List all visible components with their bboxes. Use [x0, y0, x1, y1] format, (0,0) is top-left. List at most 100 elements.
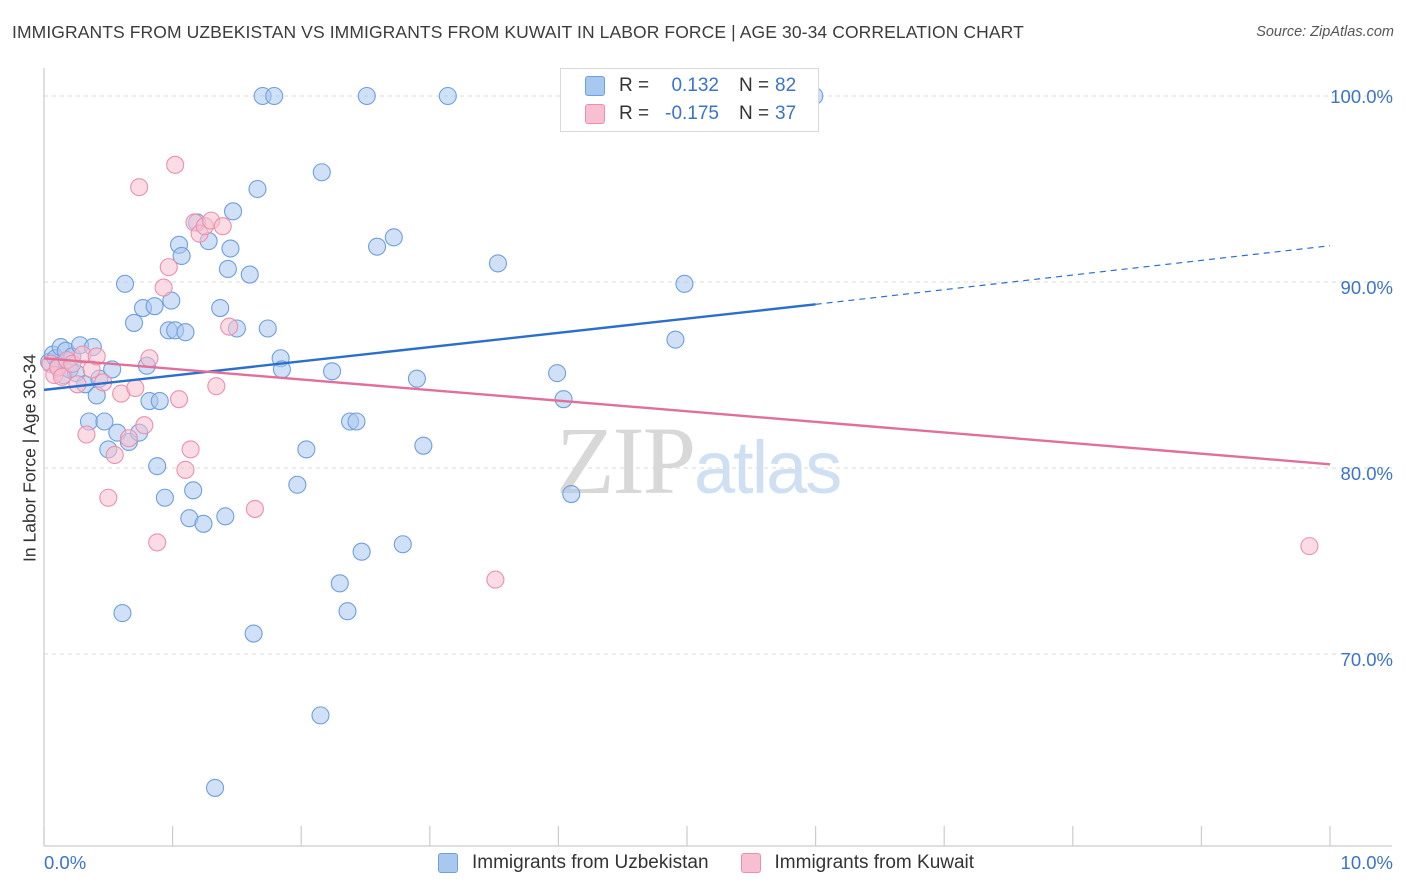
uzbekistan-trend-extension	[815, 245, 1331, 305]
correlation-legend: R = 0.132 N = 82 R = -0.175 N = 37	[560, 68, 819, 132]
kuwait-point	[1300, 537, 1319, 556]
uzbekistan-swatch	[585, 76, 605, 96]
uzbekistan-point	[115, 274, 135, 293]
uzbekistan-point	[258, 319, 277, 338]
y-axis-label: In Labor Force | Age 30-34	[19, 354, 40, 562]
uzbekistan-point	[288, 475, 307, 494]
kuwait-point	[119, 429, 138, 448]
uzbekistan-point	[352, 542, 371, 561]
uzbekistan-point	[347, 412, 366, 431]
kuwait-point	[148, 533, 167, 552]
uzbekistan-point	[368, 237, 387, 256]
kuwait-point	[126, 378, 145, 398]
uzbekistan-point	[150, 391, 169, 411]
r-label: R =	[619, 75, 650, 96]
uzbekistan-point	[338, 602, 357, 621]
kuwait-point	[181, 440, 200, 459]
uzbekistan-point	[554, 390, 573, 409]
uzbekistan-point	[330, 574, 349, 593]
kuwait-point	[140, 349, 159, 368]
kuwait-point	[105, 445, 124, 465]
uzbekistan-point	[675, 274, 694, 293]
kuwait-point	[245, 499, 264, 518]
kuwait-point	[169, 390, 189, 409]
uzbekistan-point	[113, 604, 132, 623]
kuwait-point	[77, 425, 96, 444]
kuwait-point	[220, 317, 239, 336]
legend-label: Immigrants from Uzbekistan	[472, 852, 709, 873]
uzbekistan-point	[488, 254, 508, 273]
uzbekistan-point	[548, 364, 567, 383]
uzbekistan-point	[148, 457, 167, 476]
y-tick-label: 70.0%	[1341, 649, 1393, 670]
uzbekistan-point	[184, 481, 203, 500]
kuwait-point	[135, 416, 154, 435]
uzbekistan-point	[297, 440, 316, 459]
uzbekistan-point	[194, 514, 213, 533]
uzbekistan-point	[393, 535, 412, 554]
uzbekistan-point	[265, 86, 284, 106]
n-label: N =	[739, 103, 770, 124]
kuwait-point	[159, 258, 178, 277]
uzbekistan-point	[384, 228, 403, 247]
kuwait-point	[207, 377, 226, 396]
uzbekistan-point	[155, 488, 174, 507]
uzbekistan-point	[95, 412, 114, 431]
uzbekistan-point	[223, 202, 243, 221]
kuwait-point	[99, 488, 118, 507]
legend-label: Immigrants from Kuwait	[774, 852, 975, 873]
legend-item-kuwait: Immigrants from Kuwait	[740, 852, 975, 874]
legend-row-kuwait: R = -0.175 N = 37	[561, 100, 796, 128]
y-tick-label: 90.0%	[1341, 277, 1393, 298]
source-label: Source: ZipAtlas.com	[1256, 24, 1394, 40]
uzbekistan-point	[221, 239, 240, 258]
x-tick-label: 10.0%	[1341, 852, 1393, 873]
series-legend: Immigrants from Uzbekistan Immigrants fr…	[438, 852, 1006, 874]
uzbekistan-point	[323, 362, 342, 381]
n-label: N =	[739, 75, 770, 96]
uzbekistan-point	[124, 313, 144, 332]
uzbekistan-point	[240, 265, 259, 284]
chart-title: IMMIGRANTS FROM UZBEKISTAN VS IMMIGRANTS…	[12, 22, 1024, 42]
uzbekistan-point	[145, 297, 164, 316]
x-tick-label: 0.0%	[44, 852, 86, 873]
kuwait-swatch	[740, 853, 761, 873]
r-label: R =	[619, 103, 650, 124]
n-value: 37	[775, 103, 797, 124]
kuwait-trend-line	[43, 357, 1331, 466]
n-value: 82	[775, 75, 797, 96]
uzbekistan-point	[357, 86, 376, 106]
uzbekistan-point	[562, 484, 581, 504]
kuwait-swatch	[585, 104, 605, 124]
uzbekistan-point	[176, 323, 195, 342]
kuwait-point	[87, 347, 106, 366]
legend-row-uzbekistan: R = 0.132 N = 82	[561, 72, 796, 100]
uzbekistan-point	[312, 163, 331, 182]
legend-item-uzbekistan: Immigrants from Uzbekistan	[438, 852, 709, 874]
uzbekistan-point	[216, 507, 235, 526]
uzbekistan-point	[244, 624, 263, 643]
kuwait-point	[52, 367, 72, 386]
uzbekistan-point	[311, 706, 330, 725]
r-value: -0.175	[665, 103, 719, 124]
uzbekistan-point	[205, 778, 225, 797]
uzbekistan-swatch	[438, 853, 458, 873]
uzbekistan-point	[407, 369, 426, 388]
uzbekistan-point	[172, 246, 191, 266]
kuwait-point	[166, 155, 185, 174]
uzbekistan-point	[218, 259, 237, 279]
r-value: 0.132	[671, 75, 719, 96]
uzbekistan-point	[414, 436, 433, 455]
uzbekistan-point	[438, 86, 457, 106]
uzbekistan-trend-line	[43, 303, 816, 392]
y-tick-label: 100.0%	[1330, 86, 1393, 107]
uzbekistan-point	[666, 330, 685, 349]
kuwait-point	[486, 570, 505, 589]
uzbekistan-point	[211, 298, 230, 318]
kuwait-point	[68, 375, 87, 394]
y-tick-label: 80.0%	[1341, 463, 1393, 484]
kuwait-point	[213, 217, 232, 236]
uzbekistan-point	[248, 179, 267, 199]
kuwait-point	[130, 178, 149, 197]
kuwait-point	[154, 278, 173, 297]
